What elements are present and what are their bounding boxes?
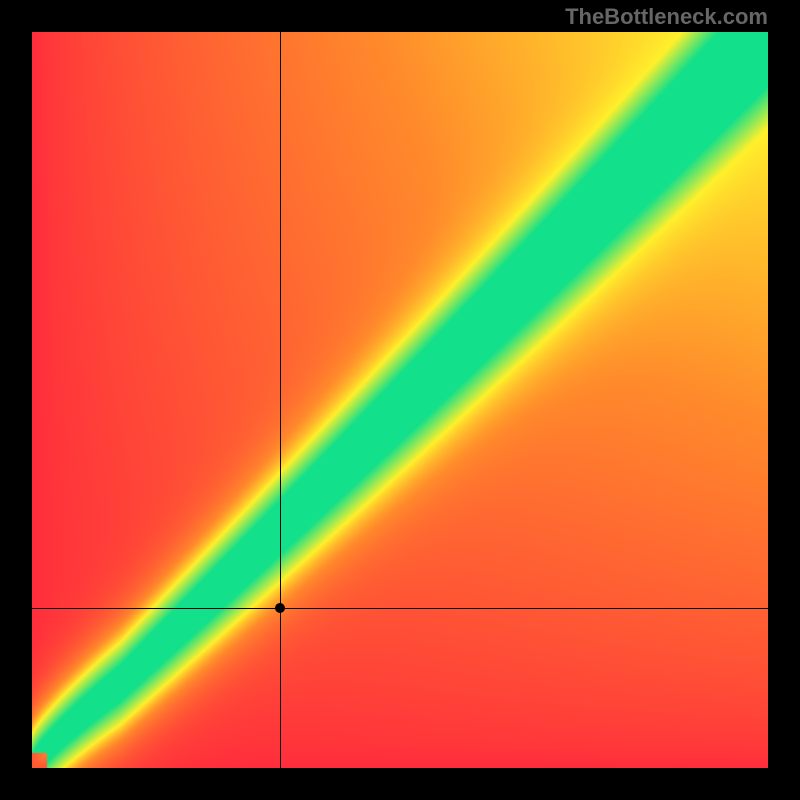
heatmap-chart [32, 32, 768, 768]
crosshair-horizontal [32, 608, 768, 609]
crosshair-vertical [280, 32, 281, 768]
heatmap-canvas [32, 32, 768, 768]
watermark-text: TheBottleneck.com [565, 4, 768, 30]
marker-dot [275, 603, 285, 613]
